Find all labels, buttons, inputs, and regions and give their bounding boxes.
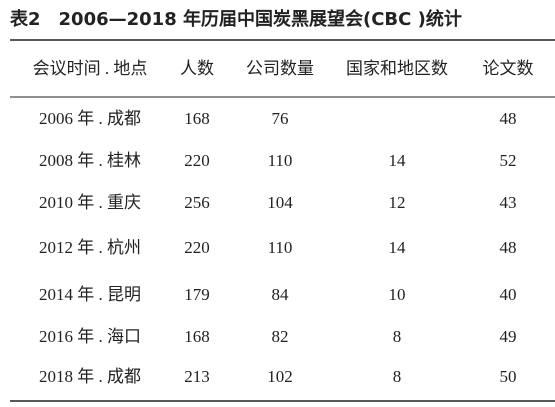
row-label: 2012 年 . 杭州 — [39, 238, 141, 257]
cell-value: 256 — [184, 193, 210, 212]
cell-value: 168 — [184, 327, 210, 346]
cell-value: 104 — [267, 193, 293, 212]
column-header: 人数 — [180, 59, 214, 78]
cell-value: 102 — [267, 367, 293, 386]
cell-value: 84 — [272, 285, 290, 304]
cell-value: 52 — [500, 151, 517, 170]
cell-value: 14 — [389, 151, 407, 170]
cell-value: 110 — [268, 238, 293, 257]
row-label: 2006 年 . 成都 — [39, 109, 141, 128]
cell-value: 48 — [500, 238, 517, 257]
cell-value: 40 — [500, 285, 517, 304]
row-label: 2018 年 . 成都 — [39, 367, 141, 386]
cell-value: 49 — [500, 327, 517, 346]
column-header: 会议时间 . 地点 — [33, 59, 148, 78]
row-label: 2010 年 . 重庆 — [39, 193, 141, 212]
column-header: 论文数 — [483, 59, 534, 78]
cell-value: 179 — [184, 285, 210, 304]
cell-value: 76 — [272, 109, 289, 128]
row-label: 2008 年 . 桂林 — [39, 151, 141, 170]
cell-value: 82 — [272, 327, 289, 346]
cell-value: 213 — [184, 367, 210, 386]
table-title: 表2 2006—2018 年历届中国炭黑展望会(CBC )统计 — [10, 8, 462, 30]
cell-value: 220 — [184, 151, 210, 170]
column-header: 国家和地区数 — [346, 59, 448, 78]
row-label: 2016 年 . 海口 — [39, 327, 141, 346]
cell-value: 220 — [184, 238, 210, 257]
cell-value: 43 — [500, 193, 517, 212]
cell-value: 8 — [393, 327, 402, 346]
cell-value: 48 — [500, 109, 517, 128]
cell-value: 168 — [184, 109, 210, 128]
cell-value: 110 — [268, 151, 293, 170]
cell-value: 10 — [389, 285, 406, 304]
cell-value: 14 — [389, 238, 407, 257]
column-header: 公司数量 — [246, 59, 314, 78]
cell-value: 50 — [500, 367, 517, 386]
row-label: 2014 年 . 昆明 — [39, 285, 141, 304]
cell-value: 8 — [393, 367, 402, 386]
cell-value: 12 — [389, 193, 406, 212]
